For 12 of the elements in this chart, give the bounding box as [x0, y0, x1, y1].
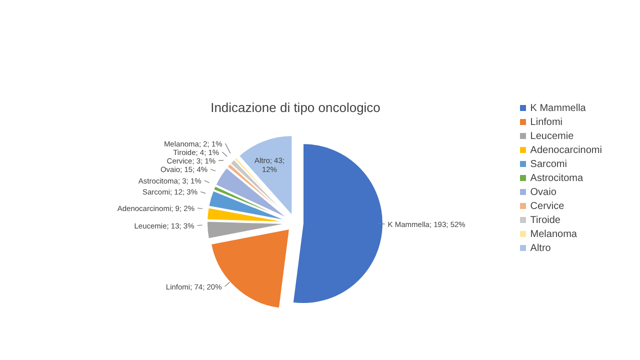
legend-label: Melanoma: [529, 228, 578, 240]
legend-label: Leucemie: [529, 130, 575, 142]
legend-label: Ovaio: [529, 186, 558, 198]
legend-label: Tiroide: [529, 214, 562, 226]
legend-label: Linfomi: [529, 116, 564, 128]
legend-label: K Mammella: [529, 102, 587, 114]
chart-title: Indicazione di tipo oncologico: [210, 100, 380, 115]
legend-label: Sarcomi: [529, 158, 568, 170]
legend-label: Astrocitoma: [529, 172, 584, 184]
legend-label: Altro: [529, 242, 552, 254]
legend-label: Cervice: [529, 200, 566, 212]
legend-label: Adenocarcinomi: [529, 144, 602, 156]
